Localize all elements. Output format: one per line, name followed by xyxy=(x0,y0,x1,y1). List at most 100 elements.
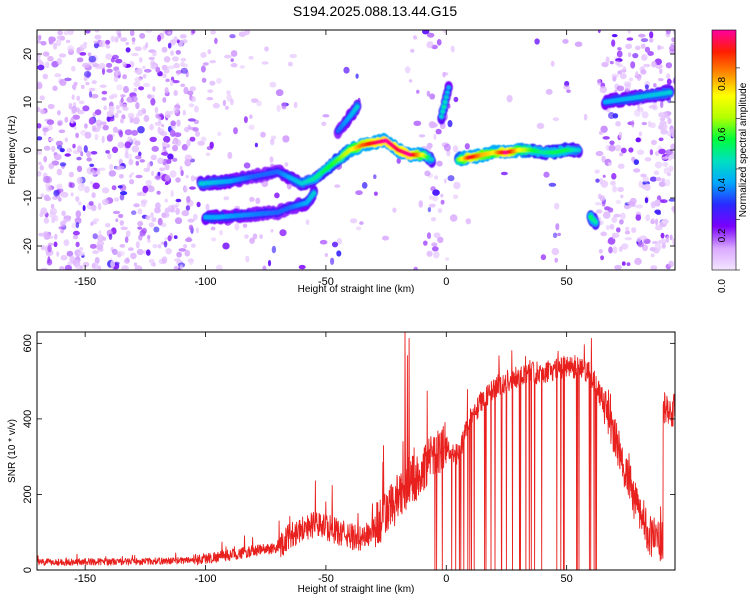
noise-speck xyxy=(180,61,185,67)
noise-speck xyxy=(644,46,651,53)
noise-speck xyxy=(88,87,96,92)
noise-speck xyxy=(37,136,43,141)
noise-speck xyxy=(115,58,123,64)
noise-speck xyxy=(613,213,621,218)
noise-speck xyxy=(596,209,603,214)
noise-speck xyxy=(205,203,210,211)
noise-speck xyxy=(193,213,198,221)
noise-speck xyxy=(137,226,142,230)
noise-speck xyxy=(66,148,73,153)
noise-speck xyxy=(72,230,80,236)
noise-speck xyxy=(180,67,188,74)
noise-speck xyxy=(659,68,663,74)
noise-speck xyxy=(72,114,80,120)
noise-speck xyxy=(611,216,618,223)
noise-speck xyxy=(43,145,51,151)
noise-speck xyxy=(436,160,443,167)
noise-speck xyxy=(145,179,152,186)
noise-speck xyxy=(447,175,455,182)
noise-speck xyxy=(93,42,99,49)
noise-speck xyxy=(254,142,258,148)
noise-speck xyxy=(124,258,130,264)
noise-speck xyxy=(659,117,666,122)
noise-speck xyxy=(666,235,669,243)
noise-speck xyxy=(269,156,274,163)
noise-speck xyxy=(135,113,140,120)
track-lower xyxy=(201,185,319,226)
noise-speck xyxy=(554,257,558,263)
noise-speck xyxy=(413,266,419,270)
noise-speck xyxy=(191,30,196,34)
noise-speck xyxy=(657,44,661,51)
noise-speck xyxy=(600,180,609,188)
track-core xyxy=(429,157,434,162)
track-core xyxy=(441,104,447,110)
noise-speck xyxy=(89,163,95,167)
noise-speck xyxy=(173,36,178,42)
noise-speck xyxy=(127,247,134,252)
noise-speck xyxy=(120,226,128,231)
noise-speck xyxy=(148,258,155,264)
noise-speck xyxy=(211,237,217,242)
noise-speck xyxy=(65,39,71,44)
noise-speck xyxy=(166,159,172,164)
noise-speck xyxy=(66,250,74,257)
noise-speck xyxy=(641,111,649,119)
noise-speck xyxy=(195,130,200,137)
noise-speck xyxy=(597,78,601,86)
noise-speck xyxy=(91,192,96,199)
noise-speck xyxy=(612,185,618,193)
noise-speck xyxy=(69,182,75,189)
noise-speck xyxy=(152,86,156,92)
noise-speck xyxy=(627,30,632,34)
track-core xyxy=(446,85,451,90)
noise-speck xyxy=(135,241,140,249)
noise-speck xyxy=(234,223,240,231)
noise-speck xyxy=(75,222,80,229)
noise-speck xyxy=(261,180,269,188)
noise-speck xyxy=(89,181,94,185)
noise-speck xyxy=(61,210,66,217)
noise-speck xyxy=(615,60,621,66)
noise-speck xyxy=(105,223,111,228)
noise-speck xyxy=(206,97,214,101)
noise-speck xyxy=(80,151,84,157)
track-core xyxy=(445,90,450,95)
noise-speck xyxy=(609,223,615,230)
noise-speck xyxy=(343,66,350,74)
noise-speck xyxy=(45,61,50,69)
noise-speck xyxy=(157,244,162,249)
noise-speck xyxy=(617,47,622,51)
noise-speck xyxy=(174,217,183,225)
noise-speck xyxy=(426,250,433,257)
noise-speck xyxy=(108,105,115,112)
noise-speck xyxy=(649,31,654,39)
noise-speck xyxy=(139,159,145,163)
noise-speck xyxy=(53,241,58,248)
noise-speck xyxy=(58,129,66,134)
noise-speck xyxy=(155,66,161,73)
noise-speck xyxy=(654,199,661,207)
noise-speck xyxy=(209,80,216,86)
noise-speck xyxy=(631,227,637,233)
noise-speck xyxy=(76,176,83,185)
noise-speck xyxy=(324,253,329,257)
noise-speck xyxy=(120,37,128,42)
noise-speck xyxy=(206,146,213,151)
x-tick-label: -150 xyxy=(74,573,96,585)
noise-speck xyxy=(151,217,157,223)
noise-speck xyxy=(670,152,675,160)
noise-speck xyxy=(105,150,110,154)
noise-speck xyxy=(77,109,85,115)
noise-speck xyxy=(47,124,53,131)
noise-speck xyxy=(183,185,188,193)
noise-speck xyxy=(658,112,665,118)
noise-speck xyxy=(67,30,74,36)
noise-speck xyxy=(125,42,129,46)
noise-speck xyxy=(650,220,655,224)
noise-speck xyxy=(150,64,157,70)
noise-speck xyxy=(186,139,191,147)
noise-speck xyxy=(42,127,49,133)
noise-speck xyxy=(37,58,42,63)
noise-speck xyxy=(255,197,261,204)
